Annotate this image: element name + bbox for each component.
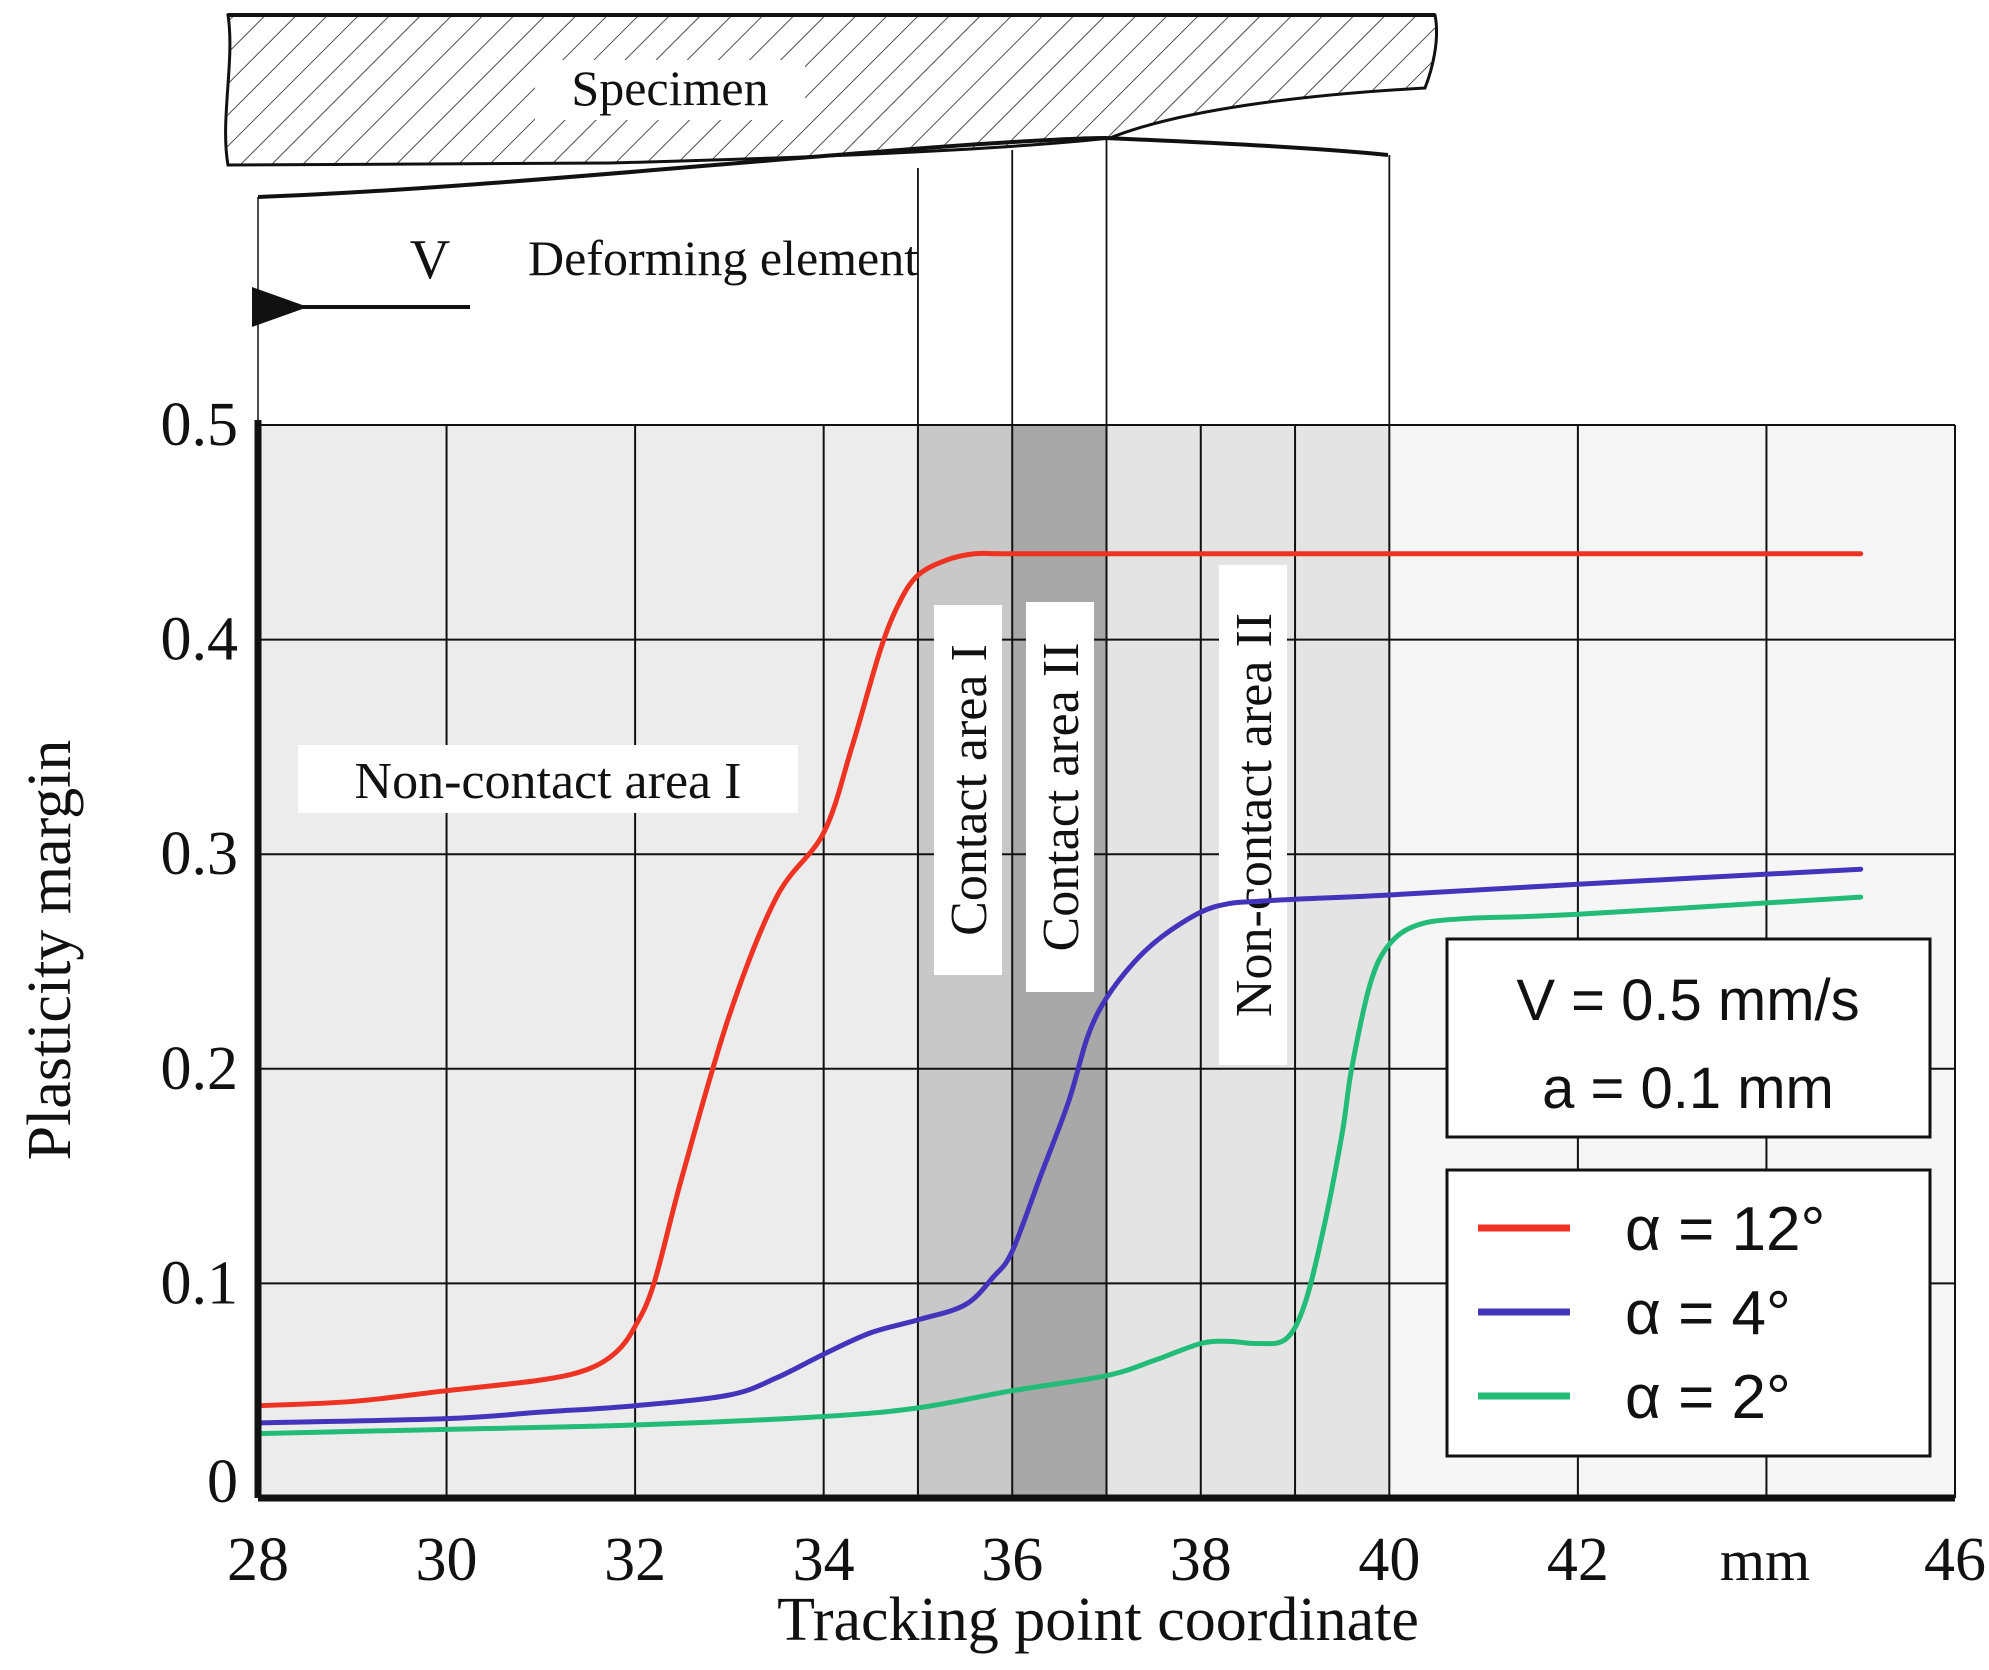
region-label-background [298, 745, 798, 813]
region-labels: Non-contact area I Contact area I Contact … [298, 565, 1287, 1065]
specimen-body [224, 13, 1439, 167]
axes [254, 420, 1955, 1502]
parameter-velocity: V = 0.5 mm/s [1516, 968, 1859, 1033]
x-tick-label: 42 [1547, 1526, 1609, 1594]
region-1-shade [258, 425, 918, 1498]
region-label-3: Contact area II [1033, 643, 1090, 952]
series-line-1 [255, 550, 1864, 1409]
region-label-2: Contact area I [941, 644, 998, 936]
legend: α = 12° α = 4° α = 2° [1445, 1168, 1932, 1458]
legend-label-3: α = 2° [1625, 1363, 1791, 1432]
region-guide-lines [917, 140, 1391, 425]
velocity-label: V [410, 229, 450, 291]
x-axis-title: Tracking point coordinate [777, 1586, 1419, 1654]
y-tick-label: 0.2 [161, 1035, 239, 1103]
region-label-background [1219, 565, 1287, 1065]
y-tick-label: 0.5 [161, 391, 239, 459]
legend-label-1: α = 12° [1625, 1195, 1825, 1264]
y-tick-label: 0 [207, 1448, 238, 1516]
series-line-3 [255, 894, 1864, 1437]
plot: Non-contact area I Contact area I Contact … [16, 391, 1986, 1654]
region-label-1: Non-contact area I [355, 753, 742, 810]
specimen-label-background [535, 60, 805, 120]
region-label-background [934, 605, 1002, 975]
tick-labels: 28 30 32 34 36 38 40 42 46 0 0.1 0.2 0.3 0.4 0.5 [161, 391, 1987, 1594]
y-tick-label: 0.3 [161, 820, 239, 888]
legend-label-2: α = 4° [1625, 1279, 1791, 1348]
x-tick-label: 38 [1170, 1526, 1232, 1594]
x-tick-label: 36 [981, 1526, 1043, 1594]
x-tick-label: 30 [416, 1526, 478, 1594]
x-tick-label: 34 [793, 1526, 855, 1594]
series-line-2 [255, 866, 1864, 1426]
region-label-4: Non-contact area II [1226, 613, 1283, 1017]
deforming-element-surface [257, 135, 1389, 199]
series-lines [255, 550, 1864, 1437]
x-axis-unit: mm [1720, 1528, 1810, 1593]
specimen-label: Specimen [571, 60, 768, 116]
region-label-background [1026, 602, 1094, 992]
x-tick-label: 28 [227, 1526, 289, 1594]
parameter-a: a = 0.1 mm [1542, 1056, 1834, 1121]
y-tick-label: 0.1 [161, 1249, 239, 1317]
deforming-element-label: Deforming element [528, 230, 918, 286]
specimen-schematic: Specimen V Deforming element [224, 13, 1439, 425]
y-axis-title: Plasticity margin [16, 740, 84, 1161]
x-tick-label: 32 [604, 1526, 666, 1594]
y-tick-label: 0.4 [161, 606, 239, 674]
x-tick-label: 40 [1358, 1526, 1420, 1594]
x-tick-label: 46 [1924, 1526, 1986, 1594]
parameters-box: V = 0.5 mm/s a = 0.1 mm [1445, 937, 1932, 1139]
